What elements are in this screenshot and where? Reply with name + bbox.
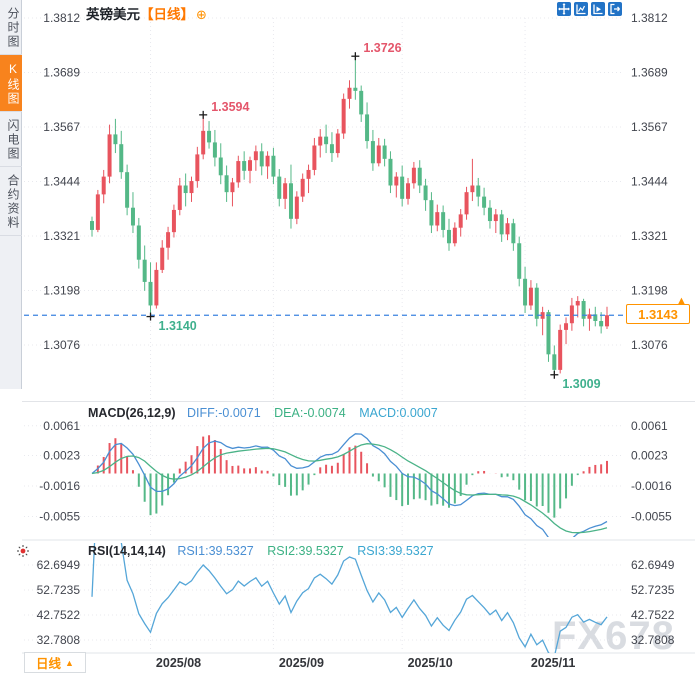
y-axis-label: 62.6949 — [37, 558, 81, 572]
sidebar-item-lightning[interactable]: 闪电图 — [0, 112, 22, 167]
y-axis-label: 0.0023 — [43, 449, 80, 463]
chart-toolbar — [557, 2, 622, 16]
y-axis-label: 1.3812 — [43, 11, 80, 25]
macd-diff-value: DIFF:-0.0071 — [187, 406, 261, 420]
y-axis-label: 1.3444 — [631, 175, 668, 189]
price-annotation: 1.3009 — [562, 376, 601, 391]
macd-macd-value: MACD:0.0007 — [359, 406, 438, 420]
crosshair-icon[interactable] — [557, 2, 571, 16]
sidebar-item-kline[interactable]: K线图 — [0, 55, 22, 112]
rsi3-value: RSI3:39.5327 — [357, 544, 434, 558]
y-axis-label: 1.3198 — [631, 284, 668, 298]
y-axis-label: 32.7808 — [631, 633, 675, 647]
rsi2-value: RSI2:39.5327 — [267, 544, 344, 558]
y-axis-label: 0.0061 — [43, 419, 80, 433]
y-axis-label: 1.3689 — [631, 66, 668, 80]
x-axis-label: 2025/09 — [279, 656, 324, 670]
rsi-title: RSI(14,14,14) — [88, 544, 166, 558]
last-price-readout: 1.3143 — [626, 304, 690, 324]
y-axis-label: 62.6949 — [631, 558, 675, 572]
axis-range-icon[interactable] — [574, 2, 588, 16]
timeframe-selector-button[interactable]: 日线 ▲ — [24, 652, 86, 673]
price-annotation: 1.3140 — [158, 318, 197, 333]
symbol-name: 英镑美元 — [86, 7, 140, 22]
fx678-watermark: FX678 — [552, 614, 675, 658]
sidebar-item-time-share[interactable]: 分时图 — [0, 0, 22, 55]
y-axis-label: -0.0055 — [39, 510, 80, 524]
y-axis-label: 42.7522 — [37, 608, 81, 622]
y-axis-label: 1.3567 — [43, 120, 80, 134]
y-axis-label: 1.3321 — [631, 229, 668, 243]
y-axis-label: -0.0055 — [631, 510, 672, 524]
y-axis-label: 0.0023 — [631, 449, 668, 463]
y-axis-label: 1.3689 — [43, 66, 80, 80]
y-axis-label: -0.0016 — [39, 479, 80, 493]
y-axis-label: 1.3812 — [631, 11, 668, 25]
y-axis-label: 1.3076 — [631, 338, 668, 352]
chart-type-sidebar: 分时图 K线图 闪电图 合约资料 — [0, 0, 22, 389]
timeframe-arrow-icon: ▲ — [65, 657, 74, 668]
x-axis-label: 2025/08 — [156, 656, 201, 670]
y-axis-label: 1.3444 — [43, 175, 80, 189]
y-axis-label: 1.3321 — [43, 229, 80, 243]
price-annotation: 1.3594 — [211, 99, 250, 114]
macd-legend: MACD(26,12,9) DIFF:-0.0071 DEA:-0.0074 M… — [88, 406, 438, 420]
sidebar-item-contract-info[interactable]: 合约资料 — [0, 167, 22, 236]
timeframe-tag: 【日线】 — [140, 7, 194, 22]
y-axis-label: -0.0016 — [631, 479, 672, 493]
y-axis-label: 52.7235 — [631, 583, 675, 597]
indicator-settings-icon[interactable] — [16, 544, 30, 558]
y-axis-label: 32.7808 — [37, 633, 81, 647]
macd-title: MACD(26,12,9) — [88, 406, 176, 420]
x-axis-label: 2025/10 — [408, 656, 453, 670]
price-up-arrow-icon: ▲ — [676, 295, 687, 307]
play-chart-icon[interactable] — [591, 2, 605, 16]
macd-dea-value: DEA:-0.0074 — [274, 406, 346, 420]
y-axis-label: 1.3198 — [43, 284, 80, 298]
price-annotation: 1.3726 — [363, 41, 402, 56]
y-axis-label: 1.3567 — [631, 120, 668, 134]
rsi1-value: RSI1:39.5327 — [177, 544, 254, 558]
rsi-legend: RSI(14,14,14) RSI1:39.5327 RSI2:39.5327 … — [88, 544, 434, 558]
exit-chart-icon[interactable] — [608, 2, 622, 16]
expand-icon[interactable]: ⊕ — [196, 7, 207, 22]
y-axis-label: 52.7235 — [37, 583, 81, 597]
y-axis-label: 42.7522 — [631, 608, 675, 622]
y-axis-label: 1.3076 — [43, 338, 80, 352]
y-axis-label: 0.0061 — [631, 419, 668, 433]
chart-title: 英镑美元【日线】 ⊕ — [86, 3, 207, 23]
x-axis-label: 2025/11 — [531, 656, 576, 670]
timeframe-label: 日线 — [36, 657, 62, 671]
